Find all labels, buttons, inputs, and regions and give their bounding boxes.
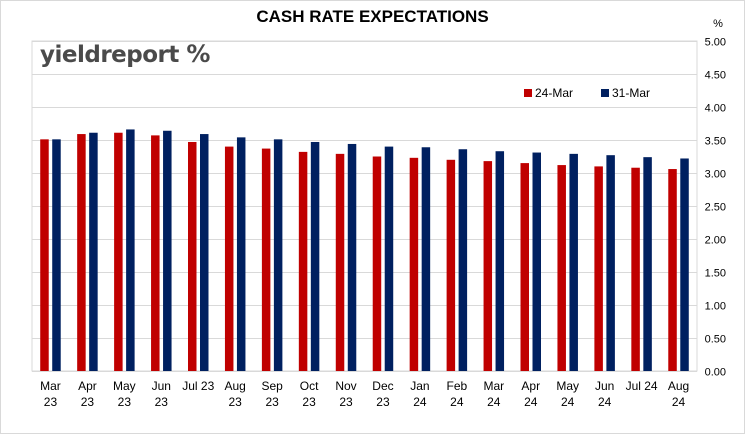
legend-swatch-31mar — [601, 89, 609, 97]
bar-31mar — [421, 147, 431, 371]
legend-swatch-24mar — [524, 89, 532, 97]
bar-24mar — [77, 134, 86, 371]
y-tick-label: 0.50 — [705, 334, 726, 346]
x-tick-label: Sep — [261, 379, 283, 393]
x-tick-label: Nov — [335, 379, 356, 393]
bar-31mar — [680, 158, 689, 371]
bar-24mar — [335, 153, 345, 371]
x-tick-label: 24 — [413, 395, 427, 409]
x-tick-label: 23 — [44, 395, 58, 409]
bars — [40, 129, 689, 371]
x-tick-label: 23 — [229, 395, 243, 409]
bar-31mar — [495, 151, 505, 371]
bar-31mar — [310, 141, 320, 371]
bar-31mar — [606, 155, 615, 371]
bar-24mar — [372, 156, 382, 371]
x-tick-label: 24 — [524, 395, 538, 409]
bar-31mar — [126, 129, 135, 371]
x-axis: Mar 23 Apr 23 May 23 Jun 23 Jul 23 Aug 23 Sep 23 Oct 2… — [40, 379, 689, 409]
y-axis-label: % — [713, 18, 723, 30]
x-tick-label: Dec — [372, 379, 393, 393]
x-tick-label: 23 — [81, 395, 95, 409]
bar-31mar — [347, 143, 357, 371]
x-tick-label: 23 — [265, 395, 279, 409]
bar-24mar — [261, 148, 271, 371]
bar-24mar — [40, 139, 49, 371]
legend-item-31mar: 31-Mar — [601, 86, 650, 100]
bar-24mar — [151, 135, 160, 371]
x-tick-label: Oct — [300, 379, 319, 393]
y-tick-label: 0.00 — [705, 367, 726, 379]
bar-24mar — [224, 146, 234, 371]
x-tick-label: Jan — [410, 379, 429, 393]
bar-24mar — [520, 163, 529, 371]
y-tick-label: 1.50 — [705, 268, 726, 280]
y-tick-label: 2.00 — [705, 235, 726, 247]
x-tick-label: 23 — [376, 395, 390, 409]
y-axis: 0.00 0.50 1.00 1.50 2.00 2.50 3.00 3.50 4.00 4.50… — [705, 18, 726, 379]
bar-31mar — [643, 157, 652, 371]
legend-label-24mar: 24-Mar — [535, 86, 574, 100]
bar-24mar — [409, 157, 419, 371]
x-tick-label: 23 — [155, 395, 169, 409]
x-tick-label: 24 — [598, 395, 612, 409]
y-tick-label: 4.50 — [705, 70, 726, 82]
x-tick-label: Jul 23 — [182, 379, 214, 393]
x-tick-label: Jul 24 — [626, 379, 658, 393]
bar-31mar — [200, 134, 209, 371]
chart-title: CASH RATE EXPECTATIONS — [256, 7, 489, 26]
x-tick-label: 23 — [339, 395, 353, 409]
x-tick-label: 24 — [561, 395, 575, 409]
x-tick-label: Aug — [225, 379, 246, 393]
bar-31mar — [236, 137, 246, 371]
bar-24mar — [446, 159, 456, 371]
logo-text: yieldreport — [40, 42, 187, 68]
bar-31mar — [89, 132, 98, 371]
yieldreport-logo: yieldreport % — [40, 40, 210, 68]
x-tick-label: May — [113, 379, 136, 393]
bar-31mar — [384, 146, 394, 371]
bar-24mar — [114, 132, 123, 371]
x-tick-label: 24 — [487, 395, 501, 409]
bar-31mar — [273, 139, 283, 371]
bar-24mar — [298, 151, 308, 371]
x-tick-label: Feb — [447, 379, 468, 393]
x-tick-label: Mar — [483, 379, 504, 393]
legend-item-24mar: 24-Mar — [524, 86, 573, 100]
bar-31mar — [458, 149, 468, 371]
x-tick-label: Apr — [78, 379, 97, 393]
bar-31mar — [163, 130, 172, 371]
bar-24mar — [668, 169, 677, 371]
bar-24mar — [557, 165, 566, 371]
bar-24mar — [594, 166, 603, 371]
y-tick-label: 1.00 — [705, 301, 726, 313]
x-tick-label: 23 — [118, 395, 132, 409]
y-tick-label: 3.50 — [705, 136, 726, 148]
bar-31mar — [569, 153, 578, 371]
bar-31mar — [532, 152, 541, 371]
y-tick-label: 4.00 — [705, 103, 726, 115]
y-tick-label: 5.00 — [705, 37, 726, 49]
x-tick-label: May — [556, 379, 579, 393]
y-tick-label: 2.50 — [705, 202, 726, 214]
bar-24mar — [631, 167, 640, 371]
x-tick-label: 23 — [302, 395, 316, 409]
bar-31mar — [52, 139, 61, 371]
x-tick-label: Jun — [152, 379, 171, 393]
y-tick-label: 3.00 — [705, 169, 726, 181]
bar-24mar — [483, 161, 493, 371]
x-tick-label: Jun — [595, 379, 614, 393]
x-tick-label: 24 — [450, 395, 464, 409]
bar-24mar — [188, 141, 197, 371]
x-tick-label: Apr — [521, 379, 540, 393]
x-tick-label: Mar — [40, 379, 61, 393]
x-tick-label: Aug — [668, 379, 689, 393]
logo-percent-symbol: % — [186, 40, 210, 68]
x-tick-label: 24 — [672, 395, 686, 409]
gridlines — [31, 40, 698, 372]
legend-label-31mar: 31-Mar — [612, 86, 651, 100]
